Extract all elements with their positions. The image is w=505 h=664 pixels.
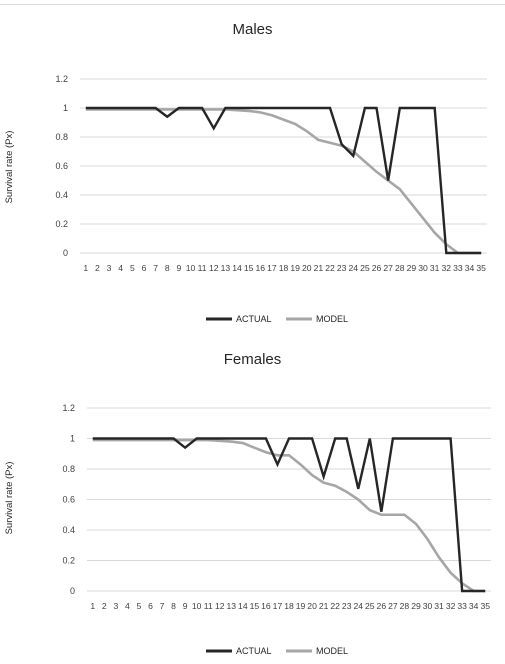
x-tick-label: 27: [388, 601, 398, 611]
x-tick-label: 34: [469, 601, 479, 611]
x-tick-label: 4: [125, 601, 130, 611]
x-tick-label: 8: [171, 601, 176, 611]
y-tick-label: 1: [63, 103, 68, 113]
x-tick-label: 9: [183, 601, 188, 611]
y-tick-label: 1.2: [62, 403, 75, 413]
x-tick-label: 6: [142, 263, 147, 273]
x-tick-label: 5: [130, 263, 135, 273]
x-tick-label: 5: [137, 601, 142, 611]
x-tick-label: 12: [215, 601, 225, 611]
x-tick-label: 15: [244, 263, 254, 273]
legend-label-model: MODEL: [316, 646, 348, 656]
x-tick-label: 2: [95, 263, 100, 273]
legend-label-model: MODEL: [316, 314, 348, 324]
x-tick-label: 20: [302, 263, 312, 273]
chart-title: Males: [232, 21, 272, 38]
x-tick-label: 18: [279, 263, 289, 273]
y-tick-label: 0.4: [55, 190, 68, 200]
x-tick-label: 27: [383, 263, 393, 273]
x-tick-label: 22: [325, 263, 335, 273]
top-divider: [0, 4, 505, 5]
x-tick-label: 8: [165, 263, 170, 273]
legend-label-actual: ACTUAL: [236, 646, 272, 656]
x-tick-label: 32: [446, 601, 456, 611]
x-tick-label: 13: [221, 263, 231, 273]
legend-label-actual: ACTUAL: [236, 314, 272, 324]
x-tick-label: 4: [118, 263, 123, 273]
y-tick-label: 1.2: [55, 74, 68, 84]
x-tick-label: 34: [465, 263, 475, 273]
x-tick-label: 33: [457, 601, 467, 611]
x-tick-label: 29: [411, 601, 421, 611]
x-tick-label: 10: [186, 263, 196, 273]
x-tick-label: 15: [250, 601, 260, 611]
x-tick-label: 11: [204, 601, 213, 611]
y-tick-label: 0.2: [55, 219, 68, 229]
x-tick-label: 23: [337, 263, 347, 273]
y-tick-label: 0.6: [62, 495, 75, 505]
y-tick-label: 0.2: [62, 556, 75, 566]
x-tick-label: 1: [83, 263, 88, 273]
x-tick-label: 32: [442, 263, 452, 273]
x-tick-label: 28: [395, 263, 405, 273]
y-tick-label: 0.8: [55, 132, 68, 142]
chart-title: Females: [224, 351, 282, 368]
x-tick-label: 22: [330, 601, 340, 611]
x-tick-label: 12: [209, 263, 219, 273]
x-tick-label: 19: [290, 263, 300, 273]
y-axis-label: Survival rate (Px): [4, 462, 15, 535]
x-tick-label: 11: [198, 263, 207, 273]
y-axis-label: Survival rate (Px): [4, 131, 15, 204]
x-tick-label: 23: [342, 601, 352, 611]
x-tick-label: 7: [153, 263, 158, 273]
x-tick-label: 25: [360, 263, 370, 273]
series-line-actual: [92, 437, 486, 593]
y-tick-label: 0.6: [55, 161, 68, 171]
x-tick-label: 33: [453, 263, 463, 273]
x-tick-label: 9: [176, 263, 181, 273]
x-tick-label: 21: [319, 601, 329, 611]
x-tick-label: 1: [90, 601, 95, 611]
x-tick-label: 28: [400, 601, 410, 611]
males-chart: Males Survival rate (Px) 0 0.2 0.4 0.6 0.8 1 1.2…: [4, 21, 487, 324]
y-tick-label: 0.4: [62, 525, 75, 535]
x-tick-label: 17: [267, 263, 277, 273]
x-tick-label: 24: [353, 601, 363, 611]
y-tick-label: 1: [70, 434, 75, 444]
x-tick-label: 7: [160, 601, 165, 611]
x-tick-label: 6: [148, 601, 153, 611]
series-line-model: [92, 438, 486, 593]
y-tick-label: 0: [70, 586, 75, 596]
x-tick-label: 26: [372, 263, 382, 273]
x-tick-label: 14: [232, 263, 242, 273]
x-tick-label: 31: [430, 263, 440, 273]
x-tick-label: 26: [377, 601, 387, 611]
x-tick-label: 30: [423, 601, 433, 611]
x-tick-label: 16: [255, 263, 265, 273]
y-tick-label: 0: [63, 248, 68, 258]
x-tick-label: 29: [407, 263, 417, 273]
x-tick-label: 31: [434, 601, 444, 611]
x-tick-label: 18: [284, 601, 294, 611]
x-tick-label: 10: [192, 601, 202, 611]
x-tick-label: 16: [261, 601, 271, 611]
x-tick-label: 20: [307, 601, 317, 611]
x-tick-label: 19: [296, 601, 306, 611]
y-tick-label: 0.8: [62, 464, 75, 474]
x-tick-label: 35: [480, 601, 490, 611]
series-line-model: [85, 108, 482, 255]
x-tick-label: 25: [365, 601, 375, 611]
x-tick-label: 2: [102, 601, 107, 611]
x-tick-label: 13: [227, 601, 237, 611]
x-tick-label: 3: [113, 601, 118, 611]
x-tick-label: 35: [476, 263, 486, 273]
x-tick-label: 30: [418, 263, 428, 273]
x-tick-label: 24: [348, 263, 358, 273]
x-tick-label: 14: [238, 601, 248, 611]
x-tick-label: 17: [273, 601, 283, 611]
x-tick-label: 3: [107, 263, 112, 273]
series-line-actual: [85, 106, 482, 255]
x-tick-label: 21: [314, 263, 324, 273]
